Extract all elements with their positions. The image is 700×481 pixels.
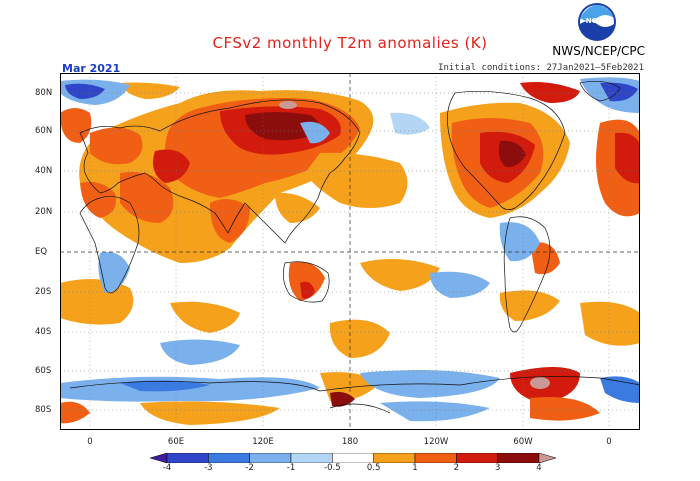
cool-anomaly-arctic: [60, 77, 640, 144]
map-grid: [60, 73, 640, 430]
colorbar-bin: [373, 453, 416, 463]
colorbar-high-end: [538, 453, 556, 463]
lat-label: 80S: [35, 405, 52, 415]
cool-anomaly-africa: [98, 252, 130, 293]
lon-label: 0: [87, 437, 93, 447]
noaa-logo: NOAA: [578, 3, 616, 41]
warm-anomaly-north-america: [440, 82, 580, 218]
colorbar-tick-label: 0.5: [366, 463, 381, 473]
lon-label: 0: [606, 437, 612, 447]
colorbar-bin: [290, 453, 333, 463]
colorbar-tick-label: -1: [286, 463, 296, 473]
colorbar-bin: [208, 453, 250, 463]
colorbar-low-end: [150, 453, 168, 463]
colorbar-tick-label: 3: [494, 463, 501, 473]
lat-label: 40N: [35, 166, 53, 176]
forecast-month: Mar 2021: [62, 62, 121, 75]
lat-label: 20N: [35, 207, 53, 217]
warm-anomaly-australia: [288, 262, 325, 301]
colorbar-tick-label: 2: [453, 463, 460, 473]
colorbar-bins: [166, 453, 540, 463]
cool-anomaly-south-america: [499, 222, 540, 262]
lat-label: 20S: [35, 287, 52, 297]
colorbar-bin: [332, 453, 374, 463]
colorbar-bin: [166, 453, 209, 463]
colorbar: [150, 453, 556, 463]
colorbar-tick-label: -3: [204, 463, 213, 473]
colorbar-tick-label: -2: [245, 463, 254, 473]
lat-label: 40S: [35, 327, 52, 337]
initial-conditions: Initial conditions: 27Jan2021–5Feb2021: [438, 63, 644, 73]
colorbar-bin: [456, 453, 498, 463]
cool-anomaly-southern-ocean: [60, 369, 640, 422]
colorbar-tick-label: 4: [536, 463, 542, 473]
lon-label: 180: [341, 437, 359, 447]
anomaly-map: [60, 73, 640, 430]
colorbar-tick-label: 1: [412, 463, 418, 473]
agency-label: NWS/NCEP/CPC: [552, 44, 645, 58]
colorbar-bin: [497, 453, 540, 463]
lat-label: 60S: [35, 366, 52, 376]
colorbar-bin: [414, 453, 457, 463]
lon-label: 60W: [513, 437, 533, 447]
colorbar-tick-label: -0.5: [324, 463, 341, 473]
colorbar-bin: [249, 453, 292, 463]
colorbar-tick-label: -4: [162, 463, 172, 473]
logo-text: NOAA: [586, 17, 609, 25]
warm-anomaly-north-pacific: [305, 152, 408, 208]
lon-label: 60E: [167, 437, 185, 447]
map-frame: [60, 73, 640, 430]
lat-label: 60N: [35, 126, 53, 136]
chart-title: CFSv2 monthly T2m anomalies (K): [212, 34, 488, 52]
coastlines: [69, 81, 640, 414]
lat-label: EQ: [35, 247, 48, 257]
lon-label: 120W: [423, 437, 449, 447]
lat-label: 80N: [35, 88, 53, 98]
lon-label: 120E: [252, 437, 274, 447]
